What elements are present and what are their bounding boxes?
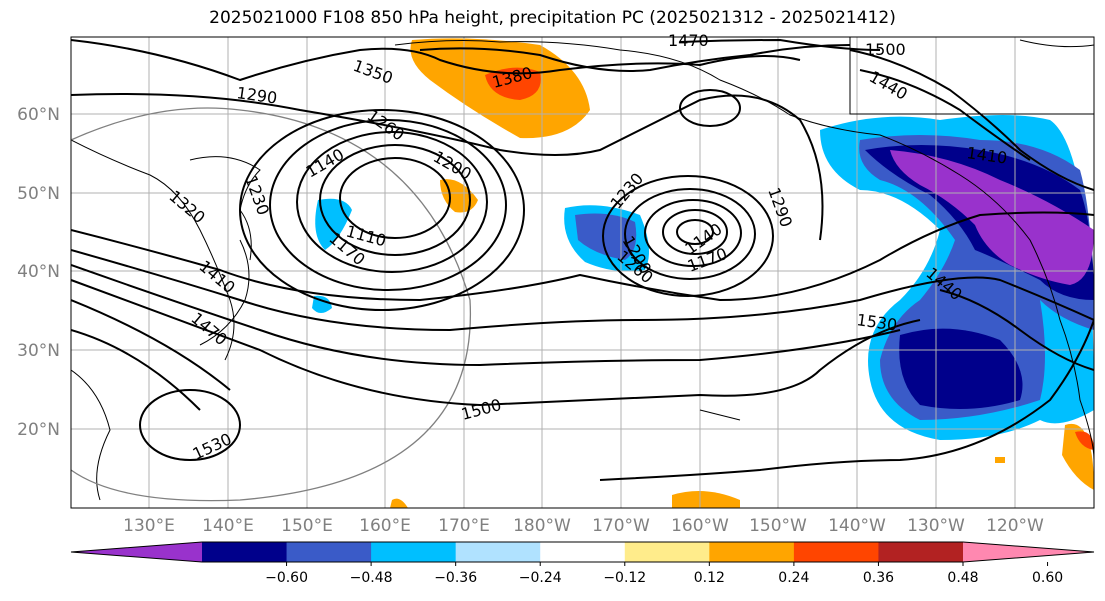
colorbar-segment	[202, 542, 288, 562]
lon-label: 120°W	[986, 516, 1044, 536]
colorbar-tick-label: 0.24	[778, 570, 809, 586]
colorbar-segment	[371, 542, 457, 562]
lon-label: 130°E	[123, 516, 175, 536]
inset-box	[849, 37, 1094, 115]
lon-label: 150°E	[281, 516, 333, 536]
colorbar-tick-label: −0.12	[603, 570, 646, 586]
lat-label: 40°N	[17, 262, 60, 282]
coastlines	[71, 39, 1094, 501]
colorbar-segment	[624, 542, 710, 562]
lon-label: 180°W	[513, 516, 571, 536]
colorbar-segment	[455, 542, 541, 562]
colorbar-segment	[878, 542, 964, 562]
lon-label: 150°W	[749, 516, 807, 536]
lon-label: 160°W	[671, 516, 729, 536]
colorbar-extend-high	[963, 542, 1094, 562]
height-contours	[71, 38, 1094, 481]
colorbar-tick-label: −0.60	[265, 570, 308, 586]
lat-label: 30°N	[17, 341, 60, 361]
colorbar-segment	[709, 542, 795, 562]
colorbar-segment	[286, 542, 372, 562]
lon-label: 130°W	[907, 516, 965, 536]
colorbar-outline	[70, 541, 1095, 563]
lat-label: 60°N	[17, 105, 60, 125]
range-circle	[71, 107, 472, 502]
lon-label: 140°W	[828, 516, 886, 536]
map-title: 2025021000 F108 850 hPa height, precipit…	[209, 8, 896, 28]
colorbar: −0.60 −0.48 −0.36 −0.24 −0.12 0.12 0.24 0.36 0.4…	[70, 541, 1095, 586]
longitude-labels: 130°E 140°E 150°E 160°E 170°E 180°W 170°…	[123, 516, 1044, 536]
contour-label: 1470	[668, 31, 709, 50]
colorbar-extend-low	[71, 542, 202, 562]
colorbar-segment	[540, 542, 626, 562]
lon-label: 170°W	[592, 516, 650, 536]
lon-label: 140°E	[202, 516, 254, 536]
lon-label: 170°E	[438, 516, 490, 536]
lat-label: 20°N	[17, 420, 60, 440]
colorbar-tick-label: −0.24	[519, 570, 562, 586]
precip-shading	[312, 38, 1094, 508]
colorbar-segment	[793, 542, 879, 562]
colorbar-tick-label: −0.48	[350, 570, 393, 586]
lat-label: 50°N	[17, 184, 60, 204]
map-border	[70, 36, 1095, 509]
latitude-labels: 60°N 50°N 40°N 30°N 20°N	[17, 105, 60, 440]
contour-label: 1500	[865, 40, 906, 59]
colorbar-tick-label: 0.12	[694, 570, 725, 586]
colorbar-tick-label: 0.48	[947, 570, 978, 586]
colorbar-tick-label: 0.36	[863, 570, 894, 586]
colorbar-tick-label: 0.60	[1032, 570, 1063, 586]
colorbar-tick-label: −0.36	[434, 570, 477, 586]
lon-label: 160°E	[359, 516, 411, 536]
